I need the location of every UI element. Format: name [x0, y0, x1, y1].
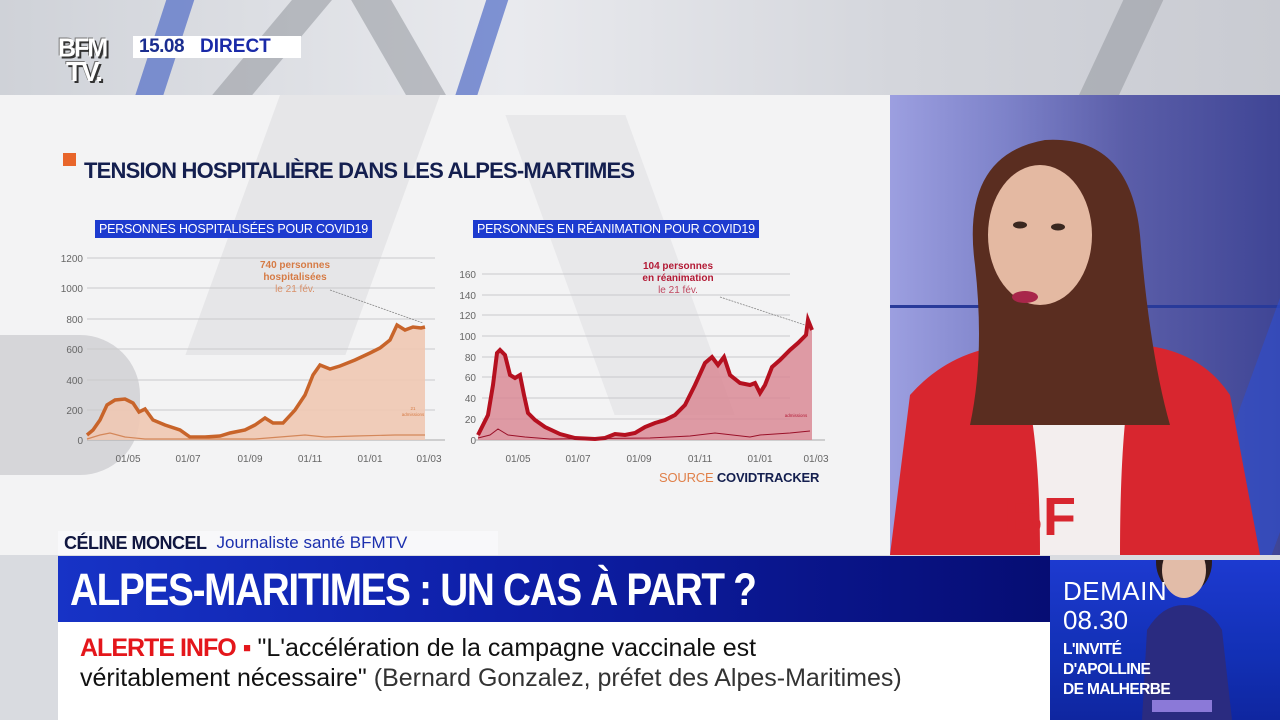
- hospitalisations-annotation: 740 personnes hospitalisées le 21 fév.: [260, 260, 330, 295]
- svg-text:200: 200: [66, 406, 83, 417]
- svg-text:01/05: 01/05: [505, 454, 530, 465]
- svg-text:admissions: admissions: [402, 412, 425, 417]
- alert-separator-icon: ▪: [242, 634, 252, 662]
- svg-text:hospitalisées: hospitalisées: [263, 272, 327, 283]
- live-label: DIRECT: [200, 36, 271, 57]
- svg-text:01/01: 01/01: [747, 454, 772, 465]
- svg-text:01/03: 01/03: [416, 454, 441, 465]
- svg-text:le 21 fév.: le 21 fév.: [275, 284, 315, 295]
- infographic-panel: [0, 95, 890, 555]
- svg-text:admissions: admissions: [785, 413, 808, 418]
- presenter-silhouette: BF: [890, 139, 1260, 555]
- quote-attribution: (Bernard Gonzalez, préfet des Alpes-Mari…: [373, 664, 902, 692]
- speaker-role: Journaliste santé BFMTV: [216, 533, 408, 552]
- source-name: COVIDTRACKER: [716, 470, 820, 485]
- logo-text-top: BFM: [58, 33, 108, 63]
- svg-text:le 21 fév.: le 21 fév.: [658, 285, 698, 296]
- hospitalisations-chart: 1200 1000 800 600 400 200 0 01/05 01/07 01/09 0…: [61, 254, 445, 465]
- y-axis-labels: 160 140 120 100 80 60 40 20 0: [459, 270, 476, 447]
- icu-chart: 160 140 120 100 80 60 40 20 0 01/05 01/07 01/09 0…: [459, 261, 829, 465]
- promo-show-line-3: DE MALHERBE: [1063, 681, 1171, 698]
- headline-text: ALPES-MARITIMES : UN CAS À PART ?: [70, 564, 757, 615]
- svg-text:800: 800: [66, 315, 83, 326]
- svg-text:21: 21: [410, 406, 416, 411]
- svg-text:01/11: 01/11: [688, 454, 713, 465]
- chart-label-icu: PERSONNES EN RÉANIMATION POUR COVID19: [473, 220, 759, 238]
- decor-stripe: [339, 0, 461, 95]
- svg-text:1200: 1200: [61, 254, 84, 265]
- svg-text:104 personnes: 104 personnes: [643, 261, 713, 272]
- x-axis-labels: 01/05 01/07 01/09 01/11 01/01 01/03: [115, 454, 441, 465]
- data-source: SOURCE COVIDTRACKER: [659, 470, 819, 485]
- admissions-annotation: 21 admissions: [402, 406, 425, 417]
- svg-text:en réanimation: en réanimation: [642, 273, 713, 284]
- hospitalisations-area: [87, 325, 425, 440]
- quote-line-2: véritablement nécessaire": [80, 664, 367, 692]
- speaker-name-strip: CÉLINE MONCEL Journaliste santé BFMTV: [58, 531, 498, 555]
- svg-text:400: 400: [66, 376, 83, 387]
- source-prefix: SOURCE: [659, 470, 714, 485]
- headline-banner: ALPES-MARITIMES : UN CAS À PART ?: [58, 556, 1050, 622]
- svg-text:40: 40: [465, 394, 477, 405]
- quote-line-1: "L'accélération de la campagne vaccinale…: [257, 634, 757, 662]
- icu-annotation: 104 personnes en réanimation le 21 fév.: [642, 261, 713, 296]
- y-axis-labels: 1200 1000 800 600 400 200 0: [61, 254, 84, 447]
- ticker-line-2: véritablement nécessaire" (Bernard Gonza…: [80, 664, 902, 693]
- svg-text:600: 600: [66, 345, 83, 356]
- annotation-leader: [719, 296, 806, 326]
- promo-day: DEMAIN: [1063, 576, 1168, 606]
- svg-text:01/09: 01/09: [237, 454, 262, 465]
- promo-show-line-1: L'INVITÉ: [1063, 641, 1122, 658]
- svg-text:01/05: 01/05: [115, 454, 140, 465]
- annotation-leader: [329, 289, 424, 324]
- chart-gridlines: [87, 257, 435, 411]
- chart-label-hospitalised: PERSONNES HOSPITALISÉES POUR COVID19: [95, 220, 373, 238]
- svg-text:01/03: 01/03: [803, 454, 828, 465]
- x-axis-labels: 01/05 01/07 01/09 01/11 01/01 01/03: [505, 454, 828, 465]
- svg-text:740 personnes: 740 personnes: [260, 260, 330, 271]
- svg-text:0: 0: [77, 436, 83, 447]
- svg-text:01/07: 01/07: [565, 454, 590, 465]
- svg-text:1000: 1000: [61, 284, 84, 295]
- admissions-line: [86, 432, 425, 440]
- icu-line: [476, 312, 814, 442]
- live-time-badge: 15.08 DIRECT: [133, 36, 301, 58]
- svg-text:160: 160: [459, 270, 476, 281]
- promo-show-line-2: D'APOLLINE: [1063, 661, 1151, 678]
- svg-text:120: 120: [459, 311, 476, 322]
- bfmtv-logo: BFM TV.: [56, 33, 126, 90]
- svg-text:01/07: 01/07: [175, 454, 200, 465]
- clock-time: 15.08: [139, 36, 185, 57]
- hospitalisations-line: [85, 322, 426, 439]
- news-ticker: ALERTE INFO ▪ "L'accélération de la camp…: [58, 622, 1050, 720]
- svg-text:0: 0: [470, 436, 476, 447]
- icu-area: [478, 320, 812, 440]
- svg-text:01/09: 01/09: [626, 454, 651, 465]
- svg-text:100: 100: [459, 332, 476, 343]
- promo-show-title: L'INVITÉ D'APOLLINE DE MALHERBE: [1063, 640, 1171, 700]
- svg-text:01/01: 01/01: [357, 454, 382, 465]
- svg-text:BF: BF: [1004, 487, 1076, 547]
- host-portrait: [1142, 560, 1232, 720]
- icu-admissions-line: [477, 428, 811, 440]
- svg-text:01/11: 01/11: [298, 454, 323, 465]
- presenter-video: BF: [890, 95, 1280, 555]
- promo-time: 08.30: [1063, 605, 1129, 635]
- svg-text:20: 20: [465, 415, 477, 426]
- next-show-promo: DEMAIN 08.30 L'INVITÉ D'APOLLINE DE MALH…: [1050, 560, 1280, 720]
- speaker-name: CÉLINE MONCEL: [64, 532, 207, 553]
- svg-text:140: 140: [459, 291, 476, 302]
- decor-stripe: [1067, 0, 1173, 95]
- decor-stripe: [447, 0, 515, 95]
- ticker-line-1: ALERTE INFO ▪ "L'accélération de la camp…: [80, 634, 756, 663]
- graphic-title: TENSION HOSPITALIÈRE DANS LES ALPES-MART…: [84, 158, 635, 183]
- alert-label: ALERTE INFO: [80, 634, 237, 662]
- icu-admissions-annotation: admissions: [785, 413, 808, 418]
- logo-text-bottom: TV.: [66, 56, 103, 87]
- svg-text:80: 80: [465, 353, 477, 364]
- svg-text:60: 60: [465, 373, 477, 384]
- title-accent-square: [63, 153, 76, 166]
